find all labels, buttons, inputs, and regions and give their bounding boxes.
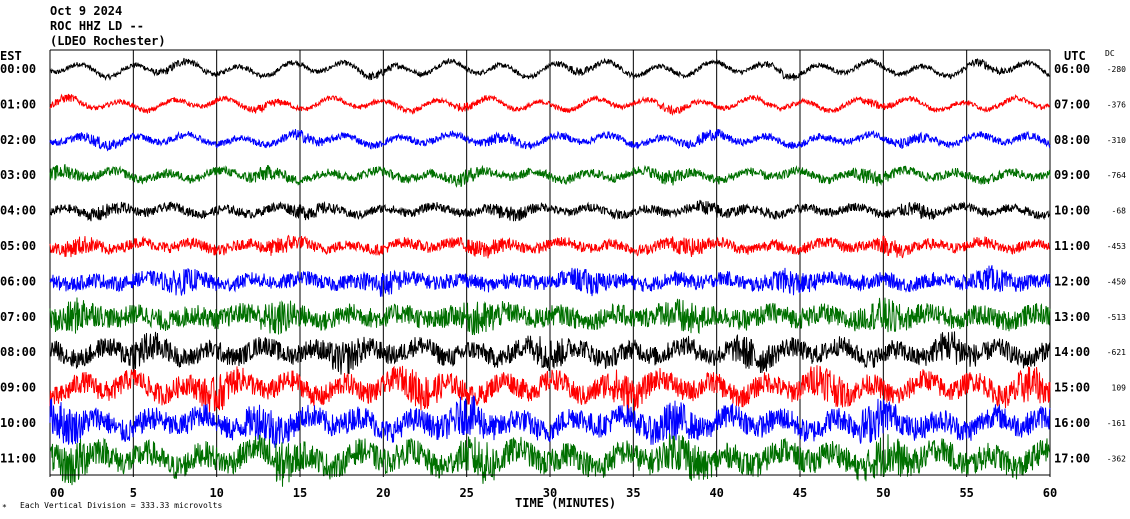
dc-value: -161 <box>1107 419 1126 428</box>
trace-row-01:00 <box>49 93 1051 116</box>
utc-label: 13:00 <box>1054 310 1090 324</box>
x-tick-label: 60 <box>1043 486 1057 500</box>
dc-value: -310 <box>1107 136 1126 145</box>
est-label: 04:00 <box>0 204 36 218</box>
trace-row-02:00 <box>49 129 1051 152</box>
trace-row-09:00 <box>49 365 1051 413</box>
est-label: 11:00 <box>0 451 36 465</box>
est-label: 01:00 <box>0 97 36 111</box>
est-label: 02:00 <box>0 133 36 147</box>
utc-label: 09:00 <box>1054 168 1090 182</box>
left-zone-label: EST <box>0 49 22 63</box>
dc-value: -68 <box>1112 207 1127 216</box>
trace-row-00:00 <box>49 57 1051 81</box>
dc-value: -450 <box>1107 277 1126 286</box>
utc-label: 12:00 <box>1054 274 1090 288</box>
plot-frame <box>50 49 1050 476</box>
scale-note: Each Vertical Division = 333.33 microvol… <box>20 501 222 510</box>
utc-label: 14:00 <box>1054 345 1090 359</box>
trace-row-03:00 <box>49 164 1051 188</box>
utc-label: 08:00 <box>1054 133 1090 147</box>
dc-value: -513 <box>1107 313 1126 322</box>
trace-row-06:00 <box>49 265 1051 297</box>
x-tick-label: 45 <box>793 486 807 500</box>
header-station: ROC HHZ LD -- <box>50 19 144 33</box>
x-tick-label: 55 <box>959 486 973 500</box>
est-label: 06:00 <box>0 274 36 288</box>
est-label: 03:00 <box>0 168 36 182</box>
x-tick-label: 00 <box>50 486 64 500</box>
utc-label: 11:00 <box>1054 239 1090 253</box>
x-tick-label: 35 <box>626 486 640 500</box>
dc-value: -621 <box>1107 348 1126 357</box>
x-tick-label: 15 <box>293 486 307 500</box>
dc-offset-labels: -280 -376 -310 -764 -68 -453 -450 -513 -621 109 -1… <box>1107 65 1126 463</box>
x-axis-label: TIME (MINUTES) <box>515 496 616 510</box>
utc-label: 17:00 <box>1054 451 1090 465</box>
x-tick-label: 30 <box>543 486 557 500</box>
dc-value: -764 <box>1107 171 1126 180</box>
est-label: 08:00 <box>0 345 36 359</box>
utc-label: 10:00 <box>1054 204 1090 218</box>
trace-row-10:00 <box>49 395 1051 448</box>
est-label: 00:00 <box>0 62 36 76</box>
seismic-traces <box>49 57 1051 487</box>
dc-value: -280 <box>1107 65 1126 74</box>
utc-label: 07:00 <box>1054 97 1090 111</box>
right-zone-label: UTC <box>1064 49 1086 63</box>
dc-value: 109 <box>1112 384 1127 393</box>
utc-label: 15:00 <box>1054 381 1090 395</box>
x-tick-label: 50 <box>876 486 890 500</box>
utc-label: 06:00 <box>1054 62 1090 76</box>
x-tick-labels: 00 5 10 15 20 25 30 35 40 45 50 55 60 <box>50 486 1057 500</box>
x-tick-label: 40 <box>709 486 723 500</box>
header-date: Oct 9 2024 <box>50 4 122 18</box>
dc-value: -453 <box>1107 242 1126 251</box>
est-label: 09:00 <box>0 381 36 395</box>
dc-value: -376 <box>1107 100 1126 109</box>
utc-hour-labels: 06:00 07:00 08:00 09:00 10:00 11:00 12:00 13:00… <box>1054 62 1090 465</box>
x-tick-label: 10 <box>209 486 223 500</box>
header-network: (LDEO Rochester) <box>50 34 166 48</box>
dc-header-label: DC <box>1105 49 1115 58</box>
utc-label: 16:00 <box>1054 416 1090 430</box>
est-label: 07:00 <box>0 310 36 324</box>
est-label: 05:00 <box>0 239 36 253</box>
x-tick-label: 25 <box>459 486 473 500</box>
trace-row-07:00 <box>49 297 1051 336</box>
trace-row-11:00 <box>49 433 1051 487</box>
trace-row-05:00 <box>49 234 1051 259</box>
trace-row-04:00 <box>49 199 1051 222</box>
dc-value: -362 <box>1107 454 1126 463</box>
est-hour-labels: 00:00 01:00 02:00 03:00 04:00 05:00 06:00 07:00… <box>0 62 36 465</box>
tiny-marker: * <box>2 503 7 512</box>
trace-row-08:00 <box>49 331 1051 375</box>
est-label: 10:00 <box>0 416 36 430</box>
x-tick-label: 20 <box>376 486 390 500</box>
x-tick-label: 5 <box>130 486 137 500</box>
